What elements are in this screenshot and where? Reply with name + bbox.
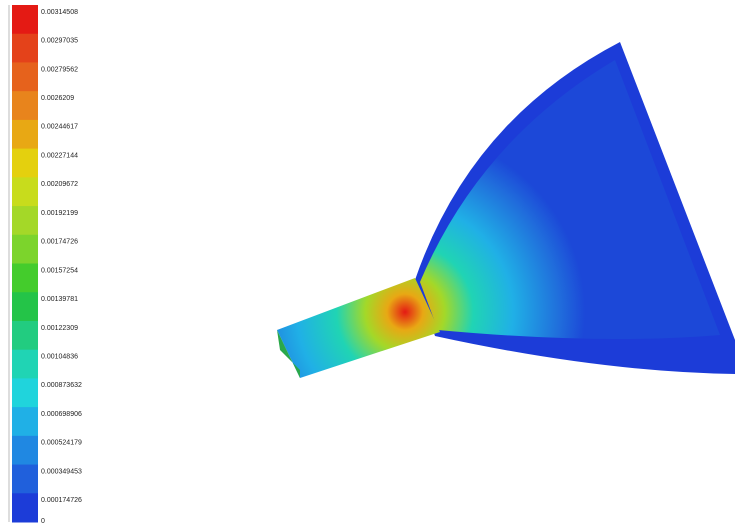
legend-label: 0.000698906 <box>41 411 82 418</box>
legend-label: 0.00209672 <box>41 181 78 188</box>
stem <box>277 278 440 378</box>
legend-swatch <box>12 206 38 235</box>
legend-label: 0.00297035 <box>41 38 78 45</box>
legend-swatch <box>12 177 38 206</box>
legend-swatch <box>12 91 38 120</box>
legend-label: 0.000524179 <box>41 440 82 447</box>
legend-swatch <box>12 436 38 465</box>
legend-swatch <box>12 378 38 407</box>
legend-swatch <box>12 62 38 91</box>
legend-label: 0.0026209 <box>41 95 74 102</box>
legend-label: 0 <box>41 518 45 525</box>
legend-label: 0.000174726 <box>41 497 82 504</box>
legend-label: 0.00157254 <box>41 267 78 274</box>
legend-swatch <box>12 149 38 178</box>
legend-swatch <box>12 321 38 350</box>
legend-label: 0.000873632 <box>41 382 82 389</box>
legend-swatch <box>12 292 38 321</box>
legend-label: 0.00174726 <box>41 239 78 246</box>
legend-label: 0.00244617 <box>41 124 78 131</box>
legend-swatch <box>12 5 38 34</box>
legend-label: 0.00139781 <box>41 296 78 303</box>
model <box>277 42 735 378</box>
legend-swatch <box>12 235 38 264</box>
legend-label: 0.00227144 <box>41 152 78 159</box>
legend-label: 0.00104836 <box>41 354 78 361</box>
legend-swatch <box>12 465 38 494</box>
legend-label: 0.00122309 <box>41 325 78 332</box>
legend-label: 0.00279562 <box>41 66 78 73</box>
legend-label: 0.00192199 <box>41 210 78 217</box>
legend-swatch <box>12 34 38 63</box>
legend-label: 0.00314508 <box>41 9 78 16</box>
fea-view: 0.00314508 0.00297035 0.00279562 0.0026209 0… <box>0 0 735 526</box>
legend: 0.00314508 0.00297035 0.00279562 0.0026209 0… <box>12 5 82 525</box>
legend-swatch <box>12 120 38 149</box>
legend-swatch <box>12 493 38 522</box>
legend-swatch <box>12 350 38 379</box>
legend-label: 0.000349453 <box>41 468 82 475</box>
legend-swatch <box>12 264 38 293</box>
legend-swatch <box>12 407 38 436</box>
